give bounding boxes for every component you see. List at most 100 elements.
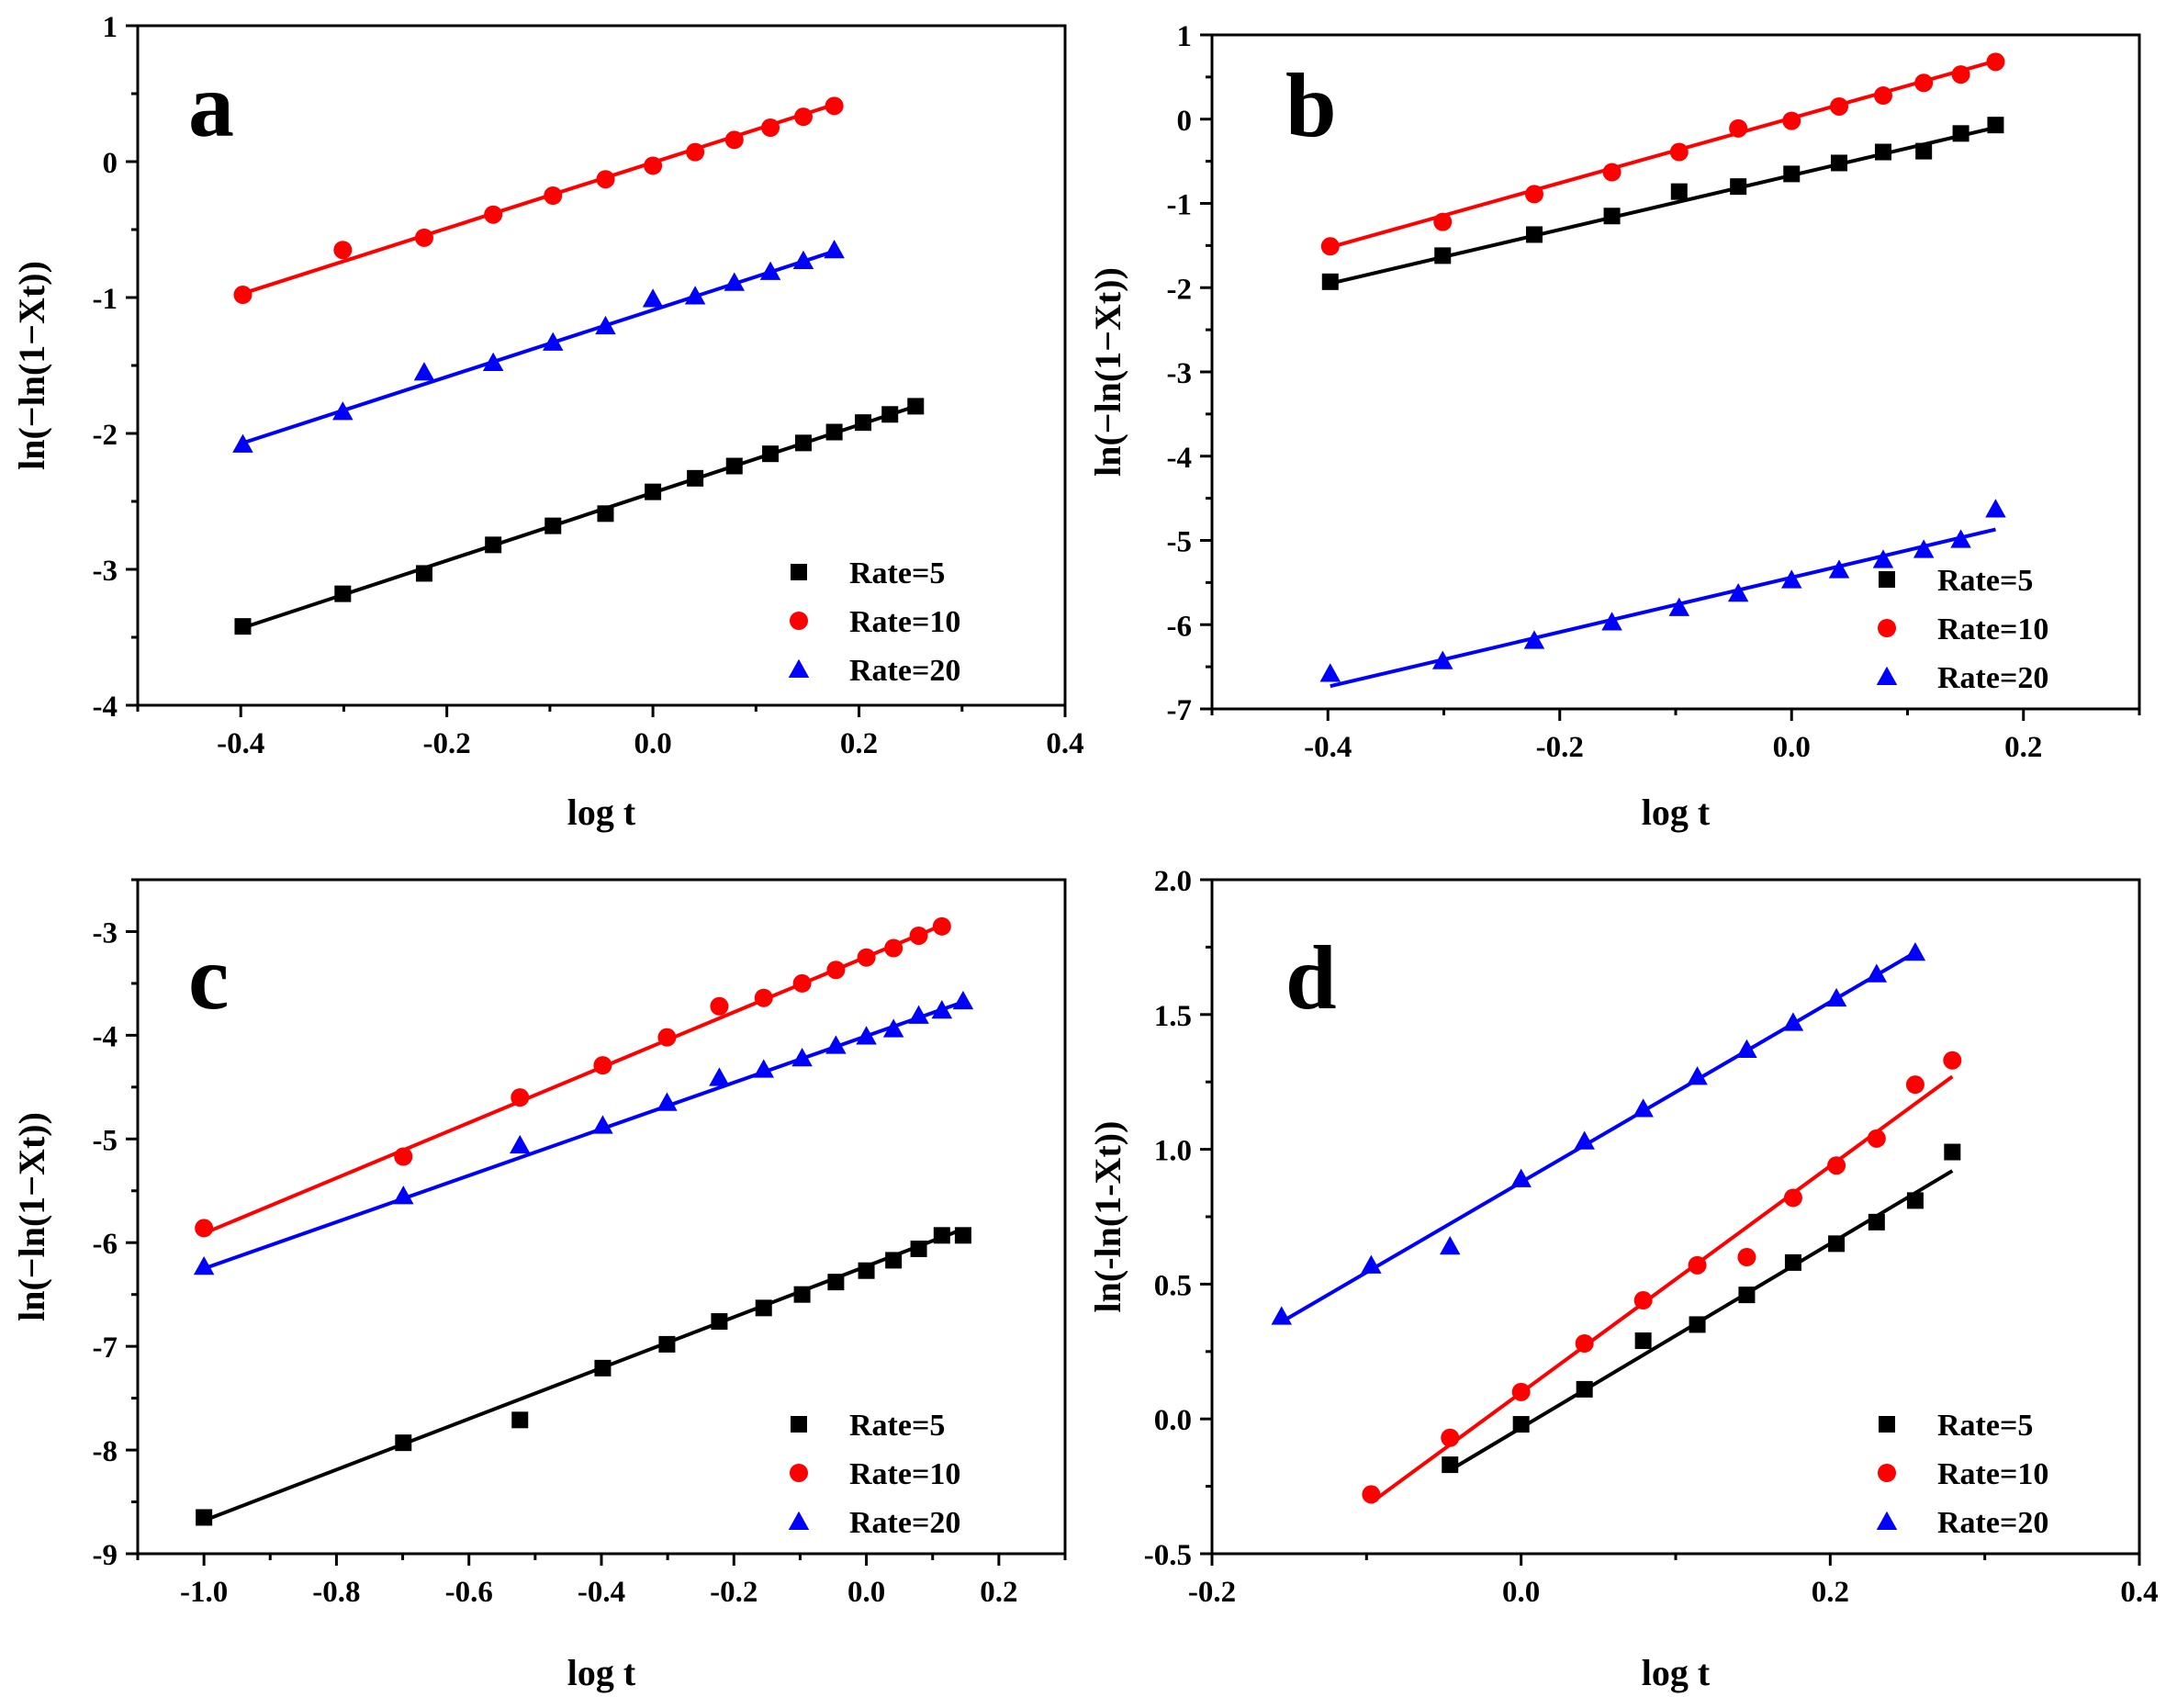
data-point <box>1782 111 1801 130</box>
data-point <box>753 1059 774 1078</box>
legend-marker <box>1878 619 1896 637</box>
data-point <box>858 1262 875 1279</box>
data-point <box>1433 212 1453 231</box>
data-point <box>196 1509 213 1526</box>
data-point <box>1668 597 1690 616</box>
y-tick-label: -3 <box>1167 357 1193 390</box>
legend-marker <box>790 1464 808 1482</box>
legend: Rate=5 Rate=10 Rate=20 <box>788 556 960 688</box>
data-point <box>1867 1129 1886 1148</box>
legend-label: Rate=10 <box>1937 612 2048 646</box>
data-point <box>1868 1213 1885 1230</box>
data-point <box>511 1088 530 1107</box>
y-tick-label: -5 <box>93 1124 118 1157</box>
data-point <box>1687 1066 1708 1085</box>
data-point <box>1952 125 1969 142</box>
legend-marker <box>1879 1416 1895 1433</box>
panel-letter: a <box>188 54 234 156</box>
legend-marker <box>1876 1511 1898 1530</box>
chart-panel-b: -0.4 -0.2 0.0 0.2 -7 -6 -5 -4 -3 -2 -1 0 1 log t ln(−l… <box>1087 20 2141 833</box>
data-point <box>1783 165 1801 183</box>
data-point <box>645 483 662 500</box>
series-rate-10 <box>195 916 951 1238</box>
y-tick-label: -6 <box>1167 610 1193 643</box>
legend: Rate=5 Rate=10 Rate=20 <box>1876 564 2048 695</box>
data-point <box>1783 1188 1802 1208</box>
y-tick-label: 0 <box>103 147 118 180</box>
data-point <box>857 948 876 967</box>
legend-label: Rate=20 <box>1937 661 2048 695</box>
data-point <box>1944 1143 1961 1161</box>
data-point <box>1441 1428 1460 1447</box>
y-tick-label: -7 <box>93 1332 118 1365</box>
data-point <box>1576 1380 1593 1398</box>
data-point <box>825 1035 847 1054</box>
data-point <box>1574 1130 1595 1150</box>
series-rate-10 <box>1362 1051 1962 1504</box>
legend-label: Rate=10 <box>1937 1457 2048 1491</box>
y-tick-label: -5 <box>1167 526 1193 559</box>
x-tick-label: -0.6 <box>445 1576 493 1609</box>
data-point <box>510 1134 531 1154</box>
data-point <box>644 156 663 175</box>
legend: Rate=5 Rate=10 Rate=20 <box>788 1409 960 1540</box>
plot-frame-a <box>136 24 1067 707</box>
y-tick-label: 0.0 <box>1154 1404 1192 1437</box>
data-point <box>954 1227 971 1244</box>
legend-label: Rate=5 <box>1937 1409 2033 1443</box>
x-axis-title: log t <box>1642 1652 1711 1693</box>
data-point <box>792 250 814 270</box>
fit-line <box>241 249 836 445</box>
data-point <box>724 272 746 291</box>
x-tick-label: -0.2 <box>423 727 471 760</box>
series-rate-5 <box>196 1227 971 1526</box>
y-tick-label: -1 <box>1167 189 1193 222</box>
data-point <box>754 988 773 1007</box>
data-point <box>594 1359 612 1377</box>
data-point <box>1950 529 1971 548</box>
x-tick-label: -0.2 <box>710 1576 757 1609</box>
data-point <box>415 565 432 582</box>
data-point <box>656 1092 678 1111</box>
panel-letter: b <box>1285 54 1337 156</box>
legend-marker <box>790 612 808 630</box>
legend-marker <box>1879 571 1895 588</box>
data-point <box>1784 1253 1801 1271</box>
data-point <box>1271 1306 1292 1325</box>
data-point <box>1439 1236 1461 1255</box>
data-point <box>1730 178 1747 196</box>
data-point <box>1603 208 1621 225</box>
data-point <box>1874 143 1891 161</box>
data-point <box>907 398 925 415</box>
data-point <box>710 996 729 1016</box>
x-tick-label: 0.4 <box>2120 1576 2158 1609</box>
data-point <box>793 1286 811 1303</box>
data-point <box>232 433 253 453</box>
data-point <box>826 961 846 980</box>
y-tick-label: -2 <box>1167 273 1193 306</box>
data-point <box>1986 52 2005 72</box>
x-axis-title: log t <box>1642 792 1711 833</box>
data-point <box>933 1227 950 1244</box>
y-tick-label: -2 <box>93 419 118 452</box>
data-point <box>1431 650 1453 669</box>
chart-panel-a: -0.4 -0.2 0.0 0.2 0.4 -4 -3 -2 -1 0 1 log t ln(−ln(1… <box>11 11 1084 833</box>
data-point <box>755 1299 772 1317</box>
series-rate-20 <box>193 990 974 1275</box>
data-point <box>793 107 813 127</box>
x-tick-label: -0.4 <box>217 727 264 760</box>
y-tick-label: 0 <box>1177 105 1193 138</box>
data-point <box>1319 663 1341 682</box>
series-rate-10 <box>1320 52 2005 256</box>
y-axis-title: ln(-ln(1-Xt)) <box>1087 1121 1128 1313</box>
data-point <box>724 130 744 150</box>
data-point <box>332 401 353 421</box>
data-point <box>1914 73 1934 93</box>
data-point <box>233 286 252 305</box>
data-point <box>932 916 951 936</box>
legend-label: Rate=5 <box>1937 564 2033 598</box>
data-point <box>687 469 704 487</box>
data-point <box>825 423 843 441</box>
data-point <box>195 1219 214 1238</box>
data-point <box>1828 1235 1846 1253</box>
